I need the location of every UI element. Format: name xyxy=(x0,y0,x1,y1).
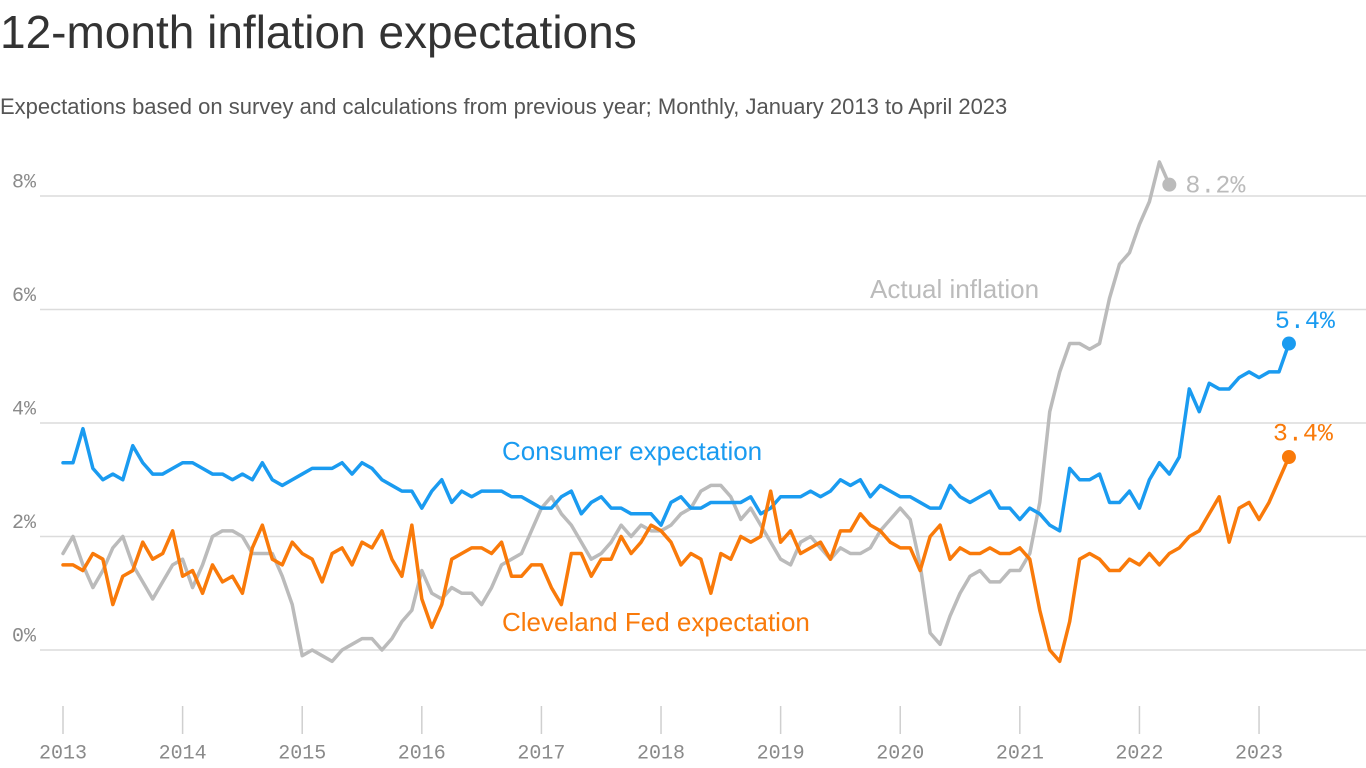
x-tick-label: 2023 xyxy=(1235,742,1283,765)
x-tick-label: 2017 xyxy=(517,742,565,765)
chart-title: 12-month inflation expectations xyxy=(0,6,637,58)
series-line xyxy=(61,341,1291,533)
x-tick-label: 2019 xyxy=(757,742,805,765)
value-label: 8.2% xyxy=(1185,171,1246,200)
x-tick-label: 2022 xyxy=(1115,742,1163,765)
x-tick-label: 2020 xyxy=(876,742,924,765)
y-tick-label: 4% xyxy=(12,398,37,421)
x-tick-label: 2013 xyxy=(39,742,87,765)
series-label: Actual inflation xyxy=(870,274,1039,304)
x-tick-label: 2021 xyxy=(996,742,1044,765)
chart-subtitle: Expectations based on survey and calcula… xyxy=(0,94,1007,119)
series-label: Consumer expectation xyxy=(502,436,762,466)
end-dot xyxy=(1281,450,1296,465)
x-tick-label: 2016 xyxy=(398,742,446,765)
series-label: Cleveland Fed expectation xyxy=(502,607,810,637)
value-label: 5.4% xyxy=(1275,307,1336,336)
series-line xyxy=(61,160,1172,664)
x-tick-label: 2018 xyxy=(637,742,685,765)
y-tick-label: 2% xyxy=(12,512,37,535)
series-line xyxy=(61,455,1291,664)
y-tick-label: 6% xyxy=(12,285,37,308)
x-tick-label: 2015 xyxy=(278,742,326,765)
x-tick-label: 2014 xyxy=(159,742,207,765)
end-dot xyxy=(1281,336,1296,351)
end-dot xyxy=(1162,177,1177,192)
value-label: 3.4% xyxy=(1273,420,1334,449)
y-tick-label: 8% xyxy=(12,171,37,194)
y-tick-label: 0% xyxy=(12,625,37,648)
